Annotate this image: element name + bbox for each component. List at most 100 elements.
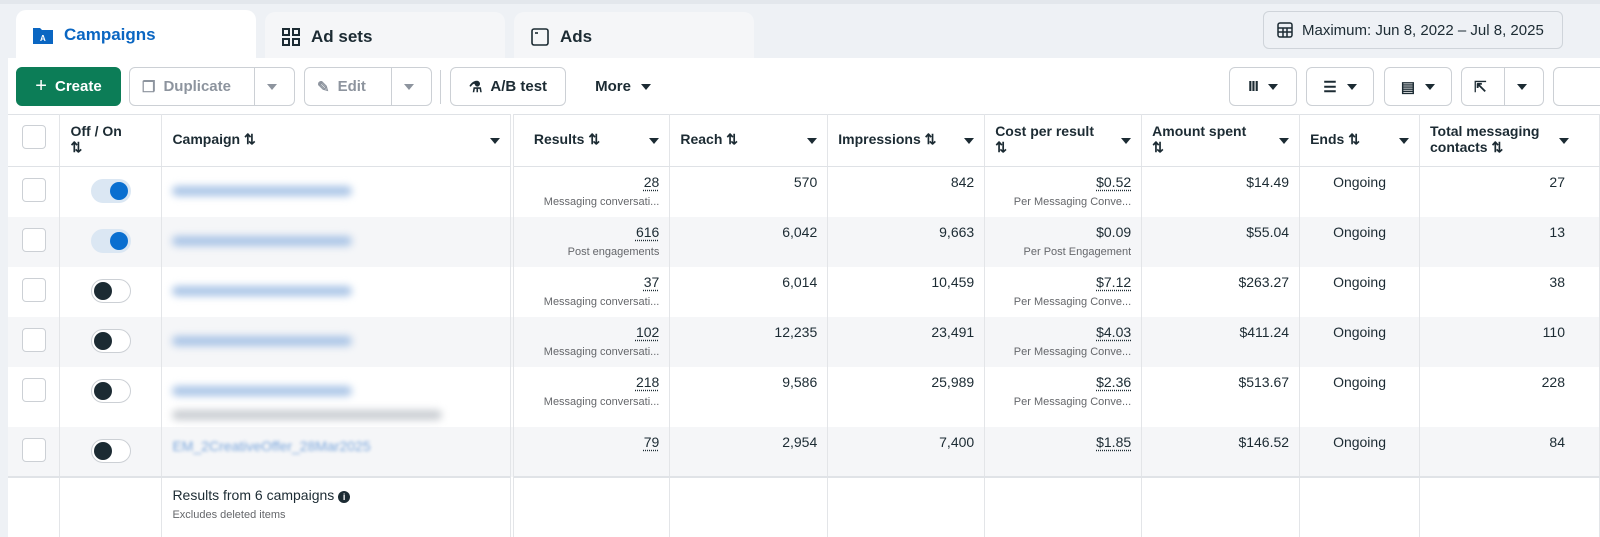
select-all-cell	[8, 114, 61, 167]
campaign-toggle[interactable]	[90, 378, 131, 403]
campaign-name-link[interactable]	[172, 235, 353, 246]
ends-value: Ongoing	[1333, 433, 1386, 450]
col-reach[interactable]: Reach ⇅	[669, 114, 829, 167]
export-button[interactable]: ⇱	[1461, 67, 1544, 106]
row-checkbox[interactable]	[21, 277, 46, 302]
col-label: Ends	[1310, 131, 1345, 147]
more-button[interactable]: More	[578, 67, 668, 106]
tab-ads[interactable]: Ads	[514, 12, 754, 62]
edit-dropdown[interactable]	[391, 68, 426, 105]
impressions-cell: 7,400	[827, 426, 986, 477]
impressions-cell: 9,663	[827, 216, 986, 267]
toggle-knob	[109, 182, 128, 200]
edit-button[interactable]: ✎ Edit	[304, 67, 432, 106]
summary-row: Results from 6 campaigns i Excludes delet…	[8, 475, 1600, 537]
cost-value: $2.36	[1096, 373, 1132, 390]
campaign-name-link[interactable]	[172, 385, 353, 396]
contacts-cell: 38	[1419, 266, 1600, 317]
campaign-name-link[interactable]	[172, 285, 353, 296]
cost-type-label: Per Messaging Conve...	[1013, 295, 1132, 308]
columns-button[interactable]: III	[1229, 67, 1297, 106]
table-row[interactable]: 218 Messaging conversati... 9,586 25,989 …	[8, 366, 1600, 427]
reports-button[interactable]: ▤	[1384, 67, 1452, 106]
sort-icon: ⇅	[924, 131, 937, 147]
table-row[interactable]: 37 Messaging conversati... 6,014 10,459 $…	[8, 266, 1600, 317]
ends-cell: Ongoing	[1299, 366, 1421, 427]
col-impressions[interactable]: Impressions ⇅	[827, 114, 986, 167]
campaign-name-link[interactable]	[172, 186, 353, 196]
date-range-picker[interactable]: Maximum: Jun 8, 2022 – Jul 8, 2025	[1263, 11, 1563, 49]
grid-icon	[282, 28, 300, 46]
duplicate-button[interactable]: ❐ Duplicate	[129, 67, 295, 106]
reach-value: 9,586	[782, 373, 818, 390]
ends-cell: Ongoing	[1299, 166, 1421, 217]
create-button[interactable]: + Create	[16, 67, 121, 106]
col-off-on[interactable]: Off / On ⇅	[59, 114, 163, 167]
row-select-cell	[8, 216, 61, 267]
row-checkbox[interactable]	[21, 327, 46, 352]
campaign-toggle[interactable]	[90, 438, 131, 463]
caret-down-icon[interactable]	[964, 138, 975, 144]
toggle-knob	[93, 281, 112, 300]
ends-value: Ongoing	[1333, 223, 1386, 240]
select-all-checkbox[interactable]	[21, 125, 46, 149]
impressions-value: 25,989	[931, 373, 975, 390]
col-ends[interactable]: Ends ⇅	[1299, 114, 1421, 167]
caret-down-icon[interactable]	[649, 138, 660, 144]
col-results[interactable]: Results ⇅	[511, 114, 671, 167]
campaign-meta	[172, 409, 443, 420]
table-row[interactable]: 28 Messaging conversati... 570 842 $0.52 P…	[8, 166, 1600, 217]
duplicate-dropdown[interactable]	[254, 68, 289, 105]
col-campaign[interactable]: Campaign ⇅	[161, 114, 514, 167]
campaign-toggle[interactable]	[90, 278, 131, 303]
caret-down-icon[interactable]	[1559, 138, 1569, 144]
table-row[interactable]: 616 Post engagements 6,042 9,663 $0.09 Per…	[8, 216, 1600, 267]
more-label: More	[595, 78, 631, 95]
row-select-cell	[8, 426, 61, 477]
export-dropdown[interactable]	[1504, 68, 1539, 105]
reach-cell: 9,586	[669, 366, 829, 427]
campaign-name-link[interactable]: EM_2CreativeOffer_28Mar2025	[172, 437, 371, 454]
table-header: Off / On ⇅ Campaign ⇅ Results ⇅ Reach ⇅ I…	[8, 114, 1600, 167]
row-select-cell	[8, 266, 61, 317]
caret-down-icon[interactable]	[1279, 138, 1290, 144]
cost-value: $7.12	[1096, 273, 1132, 290]
row-checkbox[interactable]	[21, 227, 46, 252]
col-cost-per-result[interactable]: Cost per result ⇅	[984, 114, 1143, 167]
amount-spent-cell: $55.04	[1141, 216, 1301, 267]
campaign-toggle[interactable]	[90, 228, 131, 253]
caret-down-icon[interactable]	[489, 138, 500, 144]
ab-test-button[interactable]: ⚗ A/B test	[450, 67, 566, 106]
more-view-button[interactable]	[1553, 67, 1600, 106]
caret-down-icon[interactable]	[1121, 138, 1132, 144]
top-divider	[0, 0, 1600, 4]
row-checkbox[interactable]	[21, 437, 46, 462]
breakdown-button[interactable]: ☰	[1306, 67, 1374, 106]
table-row[interactable]: EM_2CreativeOffer_28Mar2025 79 2,954 7,4…	[8, 426, 1600, 477]
caret-down-icon[interactable]	[807, 138, 818, 144]
tab-label: Campaigns	[64, 25, 156, 44]
contacts-cell: 84	[1419, 426, 1600, 477]
toggle-knob	[93, 331, 112, 350]
col-label: Campaign	[172, 131, 241, 147]
sort-icon: ⇅	[70, 139, 83, 155]
tab-campaigns[interactable]: A Campaigns	[16, 10, 256, 60]
sort-icon: ⇅	[726, 131, 738, 147]
row-select-cell	[8, 366, 61, 427]
contacts-cell: 110	[1419, 316, 1600, 367]
caret-down-icon[interactable]	[1399, 138, 1410, 144]
contacts-value: 110	[1542, 323, 1565, 340]
summary-text: Results from 6 campaigns	[172, 486, 335, 503]
contacts-value: 84	[1549, 433, 1565, 450]
row-checkbox[interactable]	[21, 377, 46, 402]
row-checkbox[interactable]	[21, 178, 46, 202]
table-row[interactable]: 102 Messaging conversati... 12,235 23,491…	[8, 316, 1600, 367]
info-icon[interactable]: i	[338, 490, 351, 503]
col-total-messaging-contacts[interactable]: Total messaging contacts ⇅	[1419, 114, 1600, 167]
caret-down-icon	[267, 83, 277, 90]
campaign-toggle[interactable]	[90, 179, 131, 203]
campaign-name-link[interactable]	[172, 335, 353, 346]
tab-ad-sets[interactable]: Ad sets	[265, 12, 505, 62]
col-amount-spent[interactable]: Amount spent ⇅	[1141, 114, 1301, 167]
campaign-toggle[interactable]	[90, 328, 131, 353]
